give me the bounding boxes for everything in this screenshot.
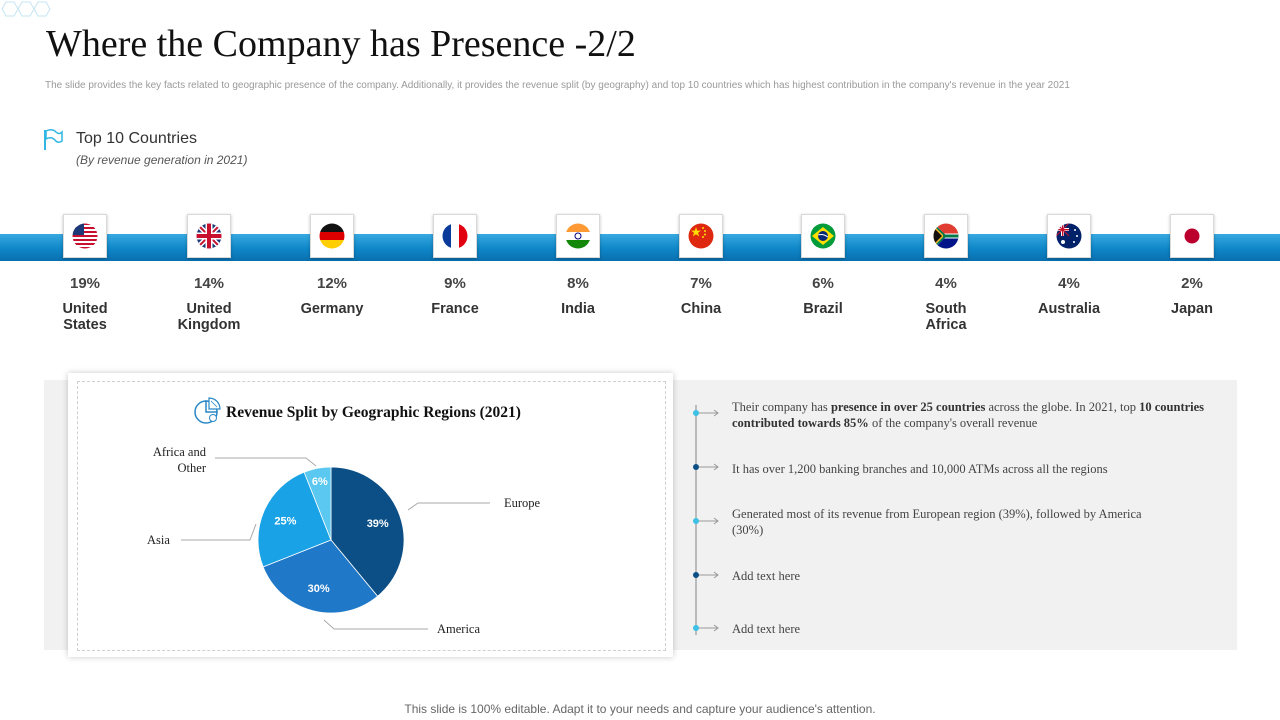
- pie-slice-africa-and-other: [303, 466, 332, 541]
- germany-flag-icon: [310, 214, 354, 258]
- fact-3: Generated most of its revenue from Europ…: [732, 507, 1142, 537]
- pie-data-label: 6%: [312, 476, 328, 488]
- callout-line-europe: [407, 502, 490, 511]
- fact-1: Their company has presence in over 25 co…: [732, 400, 1205, 430]
- countries-section-title: Top 10 Countries: [76, 130, 197, 147]
- japan-flag-icon: [1170, 214, 1214, 258]
- footer-note: This slide is 100% editable. Adapt it to…: [404, 702, 876, 716]
- country-pct: 9%: [444, 275, 466, 292]
- country-name: Germany: [300, 301, 364, 317]
- country-pct: 4%: [1058, 275, 1080, 292]
- country-item: 12% Germany: [277, 214, 387, 317]
- country-name: Brazil: [803, 301, 843, 317]
- fact-5[interactable]: Add text here: [732, 622, 801, 636]
- country-name: France: [431, 301, 479, 317]
- china-flag-icon: [679, 214, 723, 258]
- pie-chart-icon: [194, 397, 221, 424]
- country-item: 4% Australia: [1014, 214, 1124, 317]
- callout-label-asia: Asia: [147, 533, 170, 547]
- country-name: Japan: [1171, 301, 1213, 317]
- country-name: United States: [62, 301, 108, 333]
- bullet-arrow-icon: [693, 624, 719, 632]
- pie-slice-america: [262, 539, 379, 614]
- country-item: 9% France: [400, 214, 510, 317]
- callout-label-europe: Europe: [504, 496, 541, 510]
- bullet-arrow-icon: [693, 517, 719, 525]
- us-flag-icon: [63, 214, 107, 258]
- fact-4[interactable]: Add text here: [732, 569, 801, 583]
- country-pct: 6%: [812, 275, 834, 292]
- country-name: South Africa: [925, 301, 967, 333]
- chart-title: Revenue Split by Geographic Regions (202…: [226, 404, 521, 421]
- bullet-arrow-icon: [693, 463, 719, 471]
- callout-line-america: [323, 619, 428, 630]
- country-name: India: [561, 301, 595, 317]
- country-name: China: [680, 301, 722, 317]
- country-item: 2% Japan: [1137, 214, 1247, 317]
- country-pct: 2%: [1181, 275, 1203, 292]
- south-africa-flag-icon: [924, 214, 968, 258]
- country-pct: 8%: [567, 275, 589, 292]
- pie-data-label: 25%: [274, 515, 296, 527]
- page-title: Where the Company has Presence -2/2: [46, 23, 636, 65]
- country-item: 14% United Kingdom: [154, 214, 264, 333]
- countries-section-subtitle: (By revenue generation in 2021): [76, 153, 248, 167]
- chart-card-border: [77, 381, 666, 651]
- callout-label-africa: Africa and Other: [152, 445, 206, 475]
- pie-slice-asia: [257, 471, 332, 568]
- country-name: United Kingdom: [177, 301, 241, 333]
- bullet-arrow-icon: [693, 409, 719, 417]
- pie-data-label: 30%: [308, 583, 330, 595]
- australia-flag-icon: [1047, 214, 1091, 258]
- hexagon-decoration-icon: [1, 1, 51, 17]
- country-item: 7% China: [646, 214, 756, 317]
- country-item: 6% Brazil: [768, 214, 878, 317]
- country-name: Australia: [1037, 301, 1101, 317]
- country-pct: 12%: [316, 275, 348, 292]
- country-pct: 14%: [193, 275, 225, 292]
- fact-2: It has over 1,200 banking branches and 1…: [732, 462, 1108, 476]
- callout-line-africa: [215, 457, 317, 467]
- country-item: 19% United States: [30, 214, 140, 333]
- india-flag-icon: [556, 214, 600, 258]
- france-flag-icon: [433, 214, 477, 258]
- callout-line-asia: [181, 523, 257, 541]
- pie-data-label: 39%: [367, 518, 389, 530]
- brazil-flag-icon: [801, 214, 845, 258]
- country-item: 4% South Africa: [891, 214, 1001, 333]
- country-pct: 19%: [69, 275, 101, 292]
- uk-flag-icon: [187, 214, 231, 258]
- country-pct: 7%: [690, 275, 712, 292]
- pie-slice-europe: [330, 466, 405, 597]
- country-item: 8% India: [523, 214, 633, 317]
- callout-label-america: America: [437, 622, 481, 636]
- page-subtitle: The slide provides the key facts related…: [45, 80, 1070, 91]
- country-pct: 4%: [935, 275, 957, 292]
- flag-icon: [44, 128, 63, 150]
- bullet-arrow-icon: [693, 571, 719, 579]
